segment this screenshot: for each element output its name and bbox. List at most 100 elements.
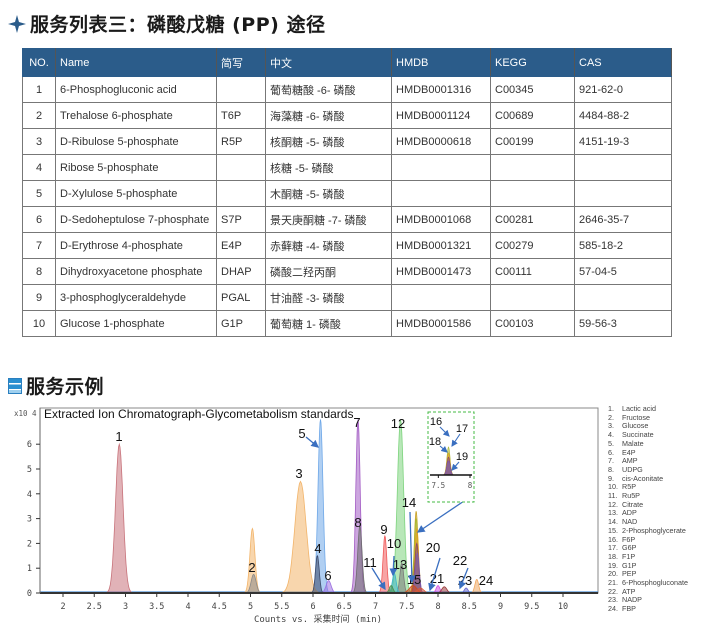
chart-legend: 1. Lactic acid 2. Fructose 3. Glucose 4. Succin… bbox=[608, 404, 688, 614]
cell-kegg: C00279 bbox=[490, 232, 575, 259]
legend-index: 10. bbox=[608, 482, 618, 492]
table-row: 9 3-phosphoglyceraldehyde PGAL 甘油醛 -3- 磷酸 bbox=[22, 284, 672, 311]
legend-item: 24. FBP bbox=[608, 604, 688, 614]
legend-item: 18. F1P bbox=[608, 551, 688, 562]
legend-index: 16. bbox=[608, 534, 618, 544]
legend-item: 20. PEP bbox=[608, 570, 688, 579]
legend-label: cis-Aconitate bbox=[622, 473, 664, 483]
cell-name: D-Sedoheptulose 7-phosphate bbox=[55, 206, 217, 233]
y-tick-label: 1 bbox=[27, 564, 32, 574]
cell-cn: 核糖 -5- 磷酸 bbox=[265, 154, 392, 181]
y-tick-label: 0 bbox=[27, 589, 32, 599]
peak-label: 21 bbox=[430, 571, 444, 586]
cell-abbr: T6P bbox=[216, 102, 266, 129]
legend-label: Ru5P bbox=[622, 491, 640, 501]
cell-kegg: C00345 bbox=[490, 76, 575, 103]
legend-index: 8. bbox=[608, 464, 614, 474]
cell-kegg bbox=[490, 284, 575, 311]
section-title-text: 服务示例 bbox=[26, 376, 105, 398]
legend-index: 11. bbox=[608, 491, 618, 501]
cell-name: Ribose 5-phosphate bbox=[55, 154, 217, 181]
x-tick-label: 9 bbox=[498, 602, 503, 612]
legend-index: 5. bbox=[608, 438, 614, 448]
legend-index: 22. bbox=[608, 586, 618, 596]
cell-name: D-Erythrose 4-phosphate bbox=[55, 232, 217, 259]
x-tick-label: 7 bbox=[373, 602, 378, 612]
cell-cas bbox=[574, 180, 672, 207]
x-tick-label: 2.5 bbox=[87, 602, 102, 612]
cell-abbr: G1P bbox=[216, 310, 266, 337]
cell-hmdb: HMDB0001473 bbox=[391, 258, 491, 285]
cell-cn: 葡萄糖酸 -6- 磷酸 bbox=[265, 76, 392, 103]
legend-index: 21. bbox=[608, 578, 618, 588]
x-axis-label: Counts vs. 采集时间 (min) bbox=[254, 613, 382, 625]
cell-no: 10 bbox=[22, 310, 56, 337]
x-tick-label: 6 bbox=[310, 602, 315, 612]
cell-kegg bbox=[490, 180, 575, 207]
col-header-name: Name bbox=[55, 48, 217, 77]
legend-label: G6P bbox=[622, 543, 637, 553]
legend-index: 2. bbox=[608, 412, 614, 422]
legend-label: G1P bbox=[622, 560, 637, 570]
table-row: 4 Ribose 5-phosphate 核糖 -5- 磷酸 bbox=[22, 154, 672, 181]
y-multiplier: x10 4 bbox=[14, 409, 37, 418]
cell-abbr: S7P bbox=[216, 206, 266, 233]
legend-label: Malate bbox=[622, 438, 644, 448]
legend-label: ATP bbox=[622, 586, 636, 596]
legend-item: 6. E4P bbox=[608, 448, 688, 458]
cell-no: 4 bbox=[22, 154, 56, 181]
peak-label: 12 bbox=[391, 416, 405, 431]
col-header-hmdb: HMDB bbox=[391, 48, 491, 77]
peak-label: 10 bbox=[387, 536, 401, 551]
arrow-pointer bbox=[428, 557, 441, 592]
cell-cas: 57-04-5 bbox=[574, 258, 672, 285]
inset-peak-label: 17 bbox=[456, 423, 468, 435]
legend-index: 19. bbox=[608, 560, 618, 570]
cell-abbr: DHAP bbox=[216, 258, 266, 285]
cell-abbr bbox=[216, 180, 266, 207]
cell-abbr: PGAL bbox=[216, 284, 266, 311]
cell-abbr bbox=[216, 76, 266, 103]
legend-item: 3. Glucose bbox=[608, 422, 688, 431]
legend-index: 18. bbox=[608, 551, 618, 561]
x-tick-label: 8 bbox=[435, 602, 440, 612]
legend-item: 15. 2-Phosphoglycerate bbox=[608, 525, 688, 536]
cell-name: 6-Phosphogluconic acid bbox=[55, 76, 217, 103]
x-tick-label: 4 bbox=[185, 602, 190, 612]
legend-index: 20. bbox=[608, 569, 618, 579]
legend-index: 14. bbox=[608, 517, 618, 527]
legend-label: Succinate bbox=[622, 430, 654, 440]
inset-tick-label: 8 bbox=[468, 481, 473, 490]
col-header-abbr: 简写 bbox=[216, 48, 266, 77]
peak-label: 22 bbox=[453, 553, 467, 568]
legend-label: Glucose bbox=[622, 421, 649, 431]
peak-label: 11 bbox=[363, 555, 377, 570]
section-title-example: 服务示例 bbox=[8, 372, 104, 399]
document-box-icon bbox=[8, 377, 22, 394]
cell-cas: 2646-35-7 bbox=[574, 206, 672, 233]
legend-label: F1P bbox=[622, 551, 636, 561]
cell-no: 9 bbox=[22, 284, 56, 311]
legend-index: 12. bbox=[608, 499, 618, 509]
x-tick-label: 3.5 bbox=[149, 602, 164, 612]
cell-kegg: C00111 bbox=[490, 258, 575, 285]
cell-hmdb bbox=[391, 154, 491, 181]
legend-label: Lactic acid bbox=[622, 404, 656, 413]
cell-no: 2 bbox=[22, 102, 56, 129]
cell-hmdb bbox=[391, 284, 491, 311]
table-row: 3 D-Ribulose 5-phosphate R5P 核酮糖 -5- 磷酸 HMDB… bbox=[22, 128, 672, 155]
peak-label: 1 bbox=[115, 429, 122, 444]
legend-label: Fructose bbox=[622, 412, 650, 422]
arrow-pointer bbox=[371, 567, 386, 591]
legend-index: 3. bbox=[608, 421, 614, 431]
legend-item: 2. Fructose bbox=[608, 412, 688, 423]
legend-item: 5. Malate bbox=[608, 438, 688, 449]
legend-label: R5P bbox=[622, 482, 636, 492]
legend-index: 15. bbox=[608, 525, 618, 535]
legend-label: 6-Phosphogluconate bbox=[622, 578, 688, 588]
y-tick-label: 5 bbox=[27, 465, 32, 475]
legend-item: 10. R5P bbox=[608, 482, 688, 492]
cell-abbr bbox=[216, 154, 266, 181]
x-tick-label: 5 bbox=[248, 602, 253, 612]
legend-index: 7. bbox=[608, 456, 614, 466]
